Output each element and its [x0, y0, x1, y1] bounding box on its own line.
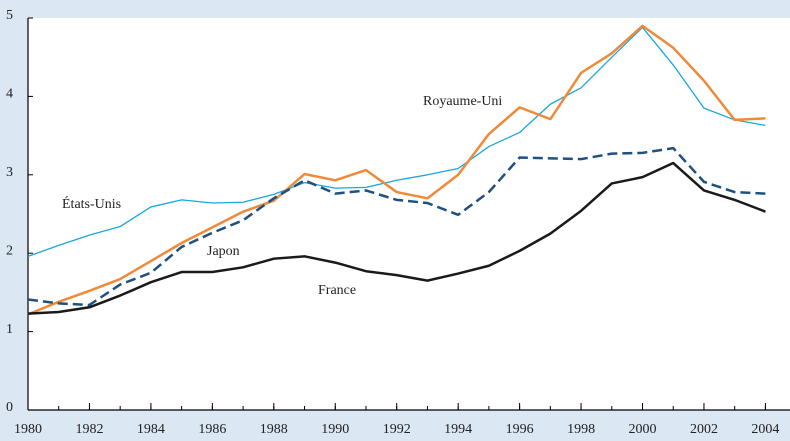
x-tick-label: 1984 [137, 422, 165, 437]
y-tick-label: 0 [6, 400, 13, 415]
series-label: Japon [207, 244, 240, 259]
x-tick-label: 1992 [383, 422, 411, 437]
y-tick-label: 3 [6, 165, 13, 180]
series-label: États-Unis [62, 195, 121, 212]
series-line [27, 146, 766, 307]
y-tick-label: 4 [6, 87, 13, 102]
x-tick-label: 1994 [444, 422, 472, 437]
x-tick-label: 1986 [198, 422, 226, 437]
y-tick-label: 5 [6, 8, 13, 23]
x-tick-label: 1996 [506, 422, 534, 437]
y-tick-label: 2 [6, 243, 13, 258]
series-label: Royaume-Uni [423, 94, 502, 109]
series-line [27, 161, 766, 315]
plot-area [28, 18, 790, 410]
x-tick-label: 1980 [14, 422, 42, 437]
x-tick-label: 1982 [75, 422, 103, 437]
y-tick-label: 1 [6, 322, 13, 337]
x-tick-label: 2002 [690, 422, 718, 437]
series-line [27, 24, 766, 316]
x-tick-label: 2004 [751, 422, 779, 437]
x-tick-label: 1988 [260, 422, 288, 437]
x-tick-label: 1998 [567, 422, 595, 437]
x-tick-label: 1990 [321, 422, 349, 437]
series-label: France [318, 283, 356, 298]
x-tick-label: 2000 [629, 422, 657, 437]
